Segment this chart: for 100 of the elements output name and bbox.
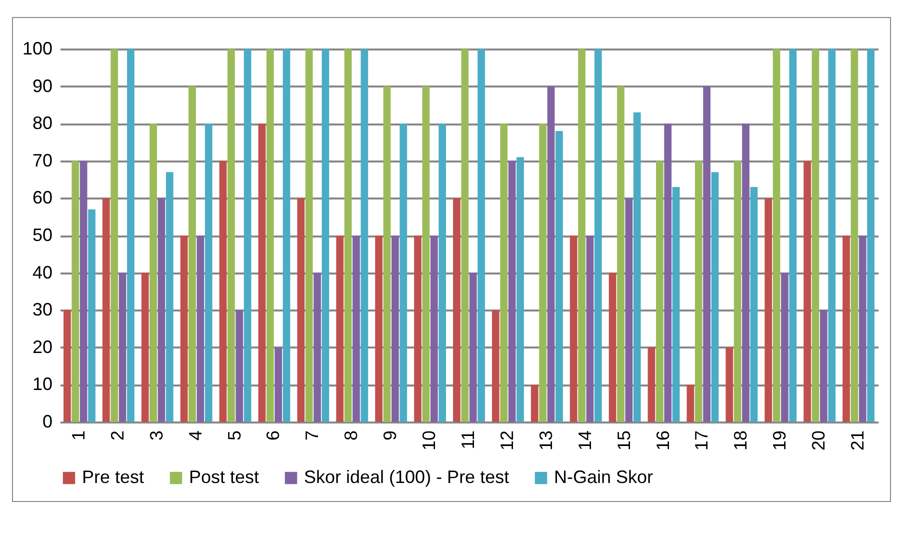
bar [508,160,516,422]
bar [469,272,477,422]
x-tick-label: 14 [574,430,595,451]
bar [858,236,866,422]
bar [336,236,344,422]
y-tick-label: 100 [22,38,52,58]
bar [656,160,664,422]
y-tick-label: 0 [42,412,52,432]
bar [314,272,321,422]
x-tick-label: 3 [146,430,166,441]
bar [236,310,244,422]
bar [648,347,656,422]
bar [305,49,313,422]
bar [383,86,391,422]
bar [392,236,399,422]
bar [594,49,602,422]
x-tick-label: 9 [380,430,400,441]
bar [102,198,110,422]
bar [530,384,538,422]
y-tick-label: 50 [32,225,52,245]
bar [150,124,157,422]
bar [360,49,368,422]
bar [344,49,352,422]
bar [703,86,710,422]
bar [633,112,641,422]
bar [282,49,290,422]
bar [414,236,422,422]
x-tick-label: 2 [107,430,128,441]
legend-label: Pre test [82,467,144,487]
bar [244,49,252,422]
bar [219,160,227,422]
bar [158,198,166,422]
x-tick-label: 1 [68,430,88,441]
bar [672,187,680,422]
bar [694,160,702,422]
bar [430,236,438,422]
x-tick-label: 12 [496,430,517,451]
x-tick-label: 18 [730,430,751,451]
bar [88,209,96,422]
bar [516,157,524,422]
bar [204,124,212,422]
bar [188,86,196,422]
bar [711,172,719,422]
y-tick-label: 30 [32,300,52,320]
bar [812,49,820,422]
bar [828,49,836,422]
bar [617,86,624,422]
bar [570,236,578,422]
bar [274,347,282,422]
x-tick-label: 11 [458,430,478,450]
x-tick-label: 16 [652,430,673,451]
bar [556,131,563,422]
bar [804,160,811,422]
x-tick-label: 19 [770,430,790,451]
bar [842,236,850,422]
bar [867,49,874,422]
bar [72,160,80,422]
bar [772,49,780,422]
y-tick-label: 60 [32,188,52,208]
bar [750,187,758,422]
x-tick-label: 17 [692,430,712,451]
bar [625,198,633,422]
bar [461,49,469,422]
bar [664,124,672,422]
x-tick-label: 5 [224,430,244,441]
bar [110,49,118,422]
y-tick-label: 70 [32,150,52,170]
bar [297,198,305,422]
bar [352,236,360,422]
bar [438,124,446,422]
x-tick-label: 10 [419,430,440,451]
x-tick-label: 8 [341,430,362,441]
bar [492,310,500,422]
bar [64,310,71,422]
legend-label: Post test [189,467,260,487]
bar [422,86,430,422]
bar [850,49,858,422]
y-tick-label: 90 [32,76,52,96]
x-tick-label: 15 [614,430,634,451]
y-tick-label: 20 [32,336,52,357]
bar [166,172,174,422]
bar [400,124,408,422]
bar [539,124,546,422]
bar [586,236,594,422]
bar [578,49,586,422]
x-tick-label: 20 [808,430,829,451]
bar [686,384,694,422]
bar [228,49,235,422]
y-tick-label: 80 [32,113,52,134]
bar [764,198,772,422]
legend-label: Skor ideal (100) - Pre test [304,467,510,487]
bar [608,272,616,422]
x-tick-label: 21 [848,430,868,451]
bar [258,124,266,422]
bar [547,86,555,422]
bar [734,160,742,422]
bar [742,124,750,422]
bar [127,49,134,422]
bar [266,49,274,422]
bar [726,347,734,422]
